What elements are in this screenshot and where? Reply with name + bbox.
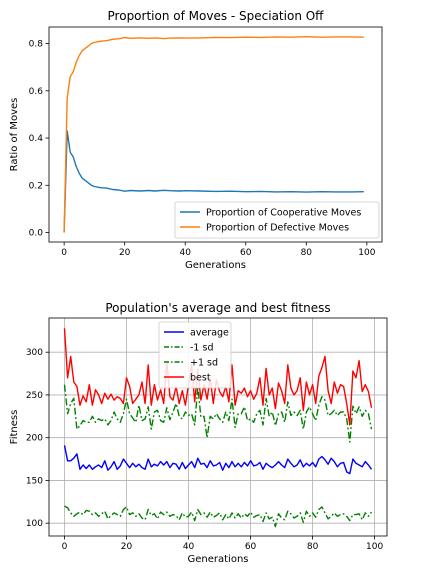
y-tick-label: 0.8 <box>29 40 44 50</box>
y-tick-label: 250 <box>26 391 43 401</box>
y-tick-label: 150 <box>26 476 43 486</box>
y-tick-label: 0.0 <box>29 229 44 239</box>
chart-title: Population's average and best fitness <box>105 301 330 315</box>
plot-frame <box>48 26 383 243</box>
fitness-chart: Population's average and best fitness 0 20… <box>9 301 388 565</box>
x-tick-label: 80 <box>301 248 313 258</box>
x-axis-label: Generations <box>188 554 249 565</box>
legend-label-1: Proportion of Defective Moves <box>206 223 349 234</box>
x-tick-label: 100 <box>358 248 375 258</box>
y-tick-label: 300 <box>26 348 43 358</box>
series-line-1 <box>63 36 364 233</box>
y-tick-label: 0.6 <box>29 87 44 97</box>
x-tick-label: 60 <box>245 542 257 552</box>
legend-label-1: -1 sd <box>190 343 213 354</box>
x-tick-label: 0 <box>62 542 68 552</box>
x-tick-label: 40 <box>183 542 195 552</box>
y-tick-label: 0.4 <box>29 134 44 144</box>
legend-label-3: best <box>190 373 211 384</box>
x-tick-label: 40 <box>180 248 192 258</box>
x-tick-label: 0 <box>61 248 67 258</box>
x-axis-label: Generations <box>185 260 246 271</box>
x-tick-label: 20 <box>119 248 131 258</box>
legend-box <box>174 201 380 239</box>
plot-frame <box>48 317 388 537</box>
moves-proportion-chart: Proportion of Moves - Speciation Off 0 20 4… <box>9 9 383 271</box>
series-line-2 <box>63 384 373 443</box>
legend: average -1 sd +1 sd best <box>158 321 232 389</box>
legend-label-0: Proportion of Cooperative Moves <box>206 208 361 219</box>
y-tick-label: 200 <box>26 434 43 444</box>
series-line-0 <box>63 445 373 475</box>
series-line-1 <box>64 505 373 528</box>
x-tick-label: 100 <box>366 542 383 552</box>
series-line-0 <box>63 130 364 233</box>
chart-title: Proportion of Moves - Speciation Off <box>108 9 325 23</box>
legend-label-2: +1 sd <box>190 358 218 369</box>
x-tick-label: 80 <box>307 542 319 552</box>
y-axis-label: Ratio of Moves <box>9 98 20 172</box>
y-axis-label: Fitness <box>9 410 20 445</box>
legend: Proportion of Cooperative Moves Proportio… <box>174 201 380 239</box>
x-tick-label: 60 <box>240 248 252 258</box>
y-tick-label: 100 <box>26 519 43 529</box>
legend-label-0: average <box>190 328 229 339</box>
legend-box <box>158 321 232 389</box>
x-tick-label: 20 <box>121 542 133 552</box>
y-tick-label: 0.2 <box>29 181 43 191</box>
